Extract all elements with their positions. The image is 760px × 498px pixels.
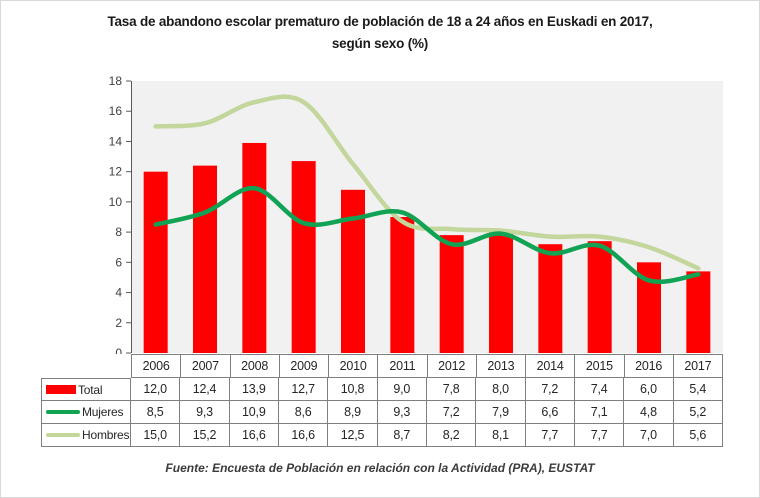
value-mujeres-2006: 8,5 (131, 401, 181, 424)
value-hombres-2013: 8,1 (476, 424, 526, 447)
bar-2011 (390, 217, 415, 353)
plot-background (131, 81, 723, 353)
year-header-2009: 2009 (279, 354, 329, 378)
y-axis-label: 8 (115, 225, 122, 239)
mujeres-swatch-icon (46, 410, 80, 414)
value-mujeres-2008: 10,9 (229, 401, 279, 424)
value-hombres-2014: 7,7 (525, 424, 575, 447)
value-total-2008: 13,9 (229, 378, 279, 401)
bar-2012 (439, 235, 464, 353)
total-legend-label: Total (78, 382, 103, 397)
value-total-2010: 10,8 (328, 378, 378, 401)
value-total-2011: 9,0 (377, 378, 427, 401)
year-header-row: 2006 2007 2008 2009 2010 2011 2012 2013 2014 2015… (41, 354, 723, 378)
y-axis-label: 18 (109, 74, 123, 88)
value-hombres-2017: 5,6 (673, 424, 723, 447)
table-row-hombres: Hombres 15,0 15,2 16,6 16,6 12,5 8,7 8,2 8,1 7,7 7… (41, 424, 723, 447)
value-total-2016: 6,0 (624, 378, 674, 401)
year-header-2014: 2014 (526, 354, 576, 378)
bar-2007 (193, 165, 217, 353)
value-mujeres-2011: 9,3 (377, 401, 427, 424)
bar-2008 (242, 142, 267, 353)
value-hombres-2007: 15,2 (180, 424, 230, 447)
y-axis-label: 10 (109, 195, 123, 209)
value-total-2007: 12,4 (180, 378, 230, 401)
chart-title-line2: según sexo (%) (331, 36, 429, 51)
value-total-2017: 5,4 (673, 378, 723, 401)
value-total-2014: 7,2 (525, 378, 575, 401)
year-header-2006: 2006 (131, 354, 182, 378)
year-header-2017: 2017 (673, 354, 723, 378)
bar-2006 (143, 171, 168, 353)
value-total-2006: 12,0 (131, 378, 181, 401)
total-legend-cell: Total (41, 378, 131, 401)
year-header-2007: 2007 (181, 354, 231, 378)
value-mujeres-2010: 8,9 (328, 401, 378, 424)
value-mujeres-2007: 9,3 (180, 401, 230, 424)
value-mujeres-2015: 7,1 (574, 401, 625, 424)
y-axis-label: 0 (115, 346, 122, 354)
source-note: Fuente: Encuesta de Población en relació… (165, 461, 595, 475)
value-total-2015: 7,4 (574, 378, 625, 401)
bar-2010 (341, 189, 365, 353)
chart-title: Tasa de abandono escolar prematuro de po… (1, 11, 759, 55)
line-mujeres (153, 186, 701, 284)
value-mujeres-2017: 5,2 (673, 401, 723, 424)
value-hombres-2012: 8,2 (426, 424, 477, 447)
hombres-legend-cell: Hombres (41, 424, 131, 447)
bar-2009 (291, 161, 316, 353)
bar-2013 (489, 232, 513, 353)
mujeres-legend-cell: Mujeres (41, 401, 131, 424)
bar-2014 (538, 244, 563, 353)
value-mujeres-2013: 7,9 (476, 401, 526, 424)
value-mujeres-2014: 6,6 (525, 401, 575, 424)
bar-2017 (686, 271, 711, 353)
year-header-2010: 2010 (329, 354, 379, 378)
table-row-total: Total 12,0 12,4 13,9 12,7 10,8 9,0 7,8 8,0 7,2 7,4… (41, 378, 723, 401)
data-table: 2006 2007 2008 2009 2010 2011 2012 2013 2014 2015… (41, 354, 723, 447)
legend-spacer (41, 354, 131, 378)
y-axis-label: 12 (109, 165, 123, 179)
value-mujeres-2016: 4,8 (624, 401, 674, 424)
value-hombres-2011: 8,7 (377, 424, 427, 447)
year-header-2011: 2011 (378, 354, 428, 378)
hombres-legend-label: Hombres (82, 428, 130, 442)
year-header-2016: 2016 (624, 354, 674, 378)
y-axis-label: 6 (115, 255, 122, 269)
chart-plot: 0 2 4 6 8 10 12 14 16 18 (109, 74, 723, 354)
value-total-2012: 7,8 (426, 378, 477, 401)
value-hombres-2015: 7,7 (574, 424, 625, 447)
line-hombres (153, 94, 701, 271)
year-header-2012: 2012 (427, 354, 477, 378)
value-hombres-2006: 15,0 (131, 424, 181, 447)
mujeres-legend-label: Mujeres (82, 405, 124, 419)
y-axis-label: 2 (115, 316, 122, 330)
y-axis-label: 16 (109, 104, 123, 118)
value-hombres-2009: 16,6 (278, 424, 329, 447)
value-hombres-2010: 12,5 (328, 424, 378, 447)
y-axis-label: 14 (109, 134, 123, 148)
hombres-swatch-icon (46, 433, 80, 437)
value-total-2009: 12,7 (278, 378, 329, 401)
year-header-2008: 2008 (230, 354, 280, 378)
y-axis-label: 4 (115, 286, 122, 300)
value-mujeres-2009: 8,6 (278, 401, 329, 424)
table-row-mujeres: Mujeres 8,5 9,3 10,9 8,6 8,9 9,3 7,2 7,9 6,6 7,1 4,… (41, 401, 723, 424)
year-header-2015: 2015 (575, 354, 625, 378)
value-mujeres-2012: 7,2 (426, 401, 477, 424)
total-swatch-icon (46, 385, 76, 394)
value-hombres-2016: 7,0 (624, 424, 674, 447)
year-header-2013: 2013 (476, 354, 526, 378)
value-hombres-2008: 16,6 (229, 424, 279, 447)
value-total-2013: 8,0 (476, 378, 526, 401)
chart-title-line1: Tasa de abandono escolar prematuro de po… (107, 14, 653, 29)
bar-2015 (587, 241, 612, 353)
